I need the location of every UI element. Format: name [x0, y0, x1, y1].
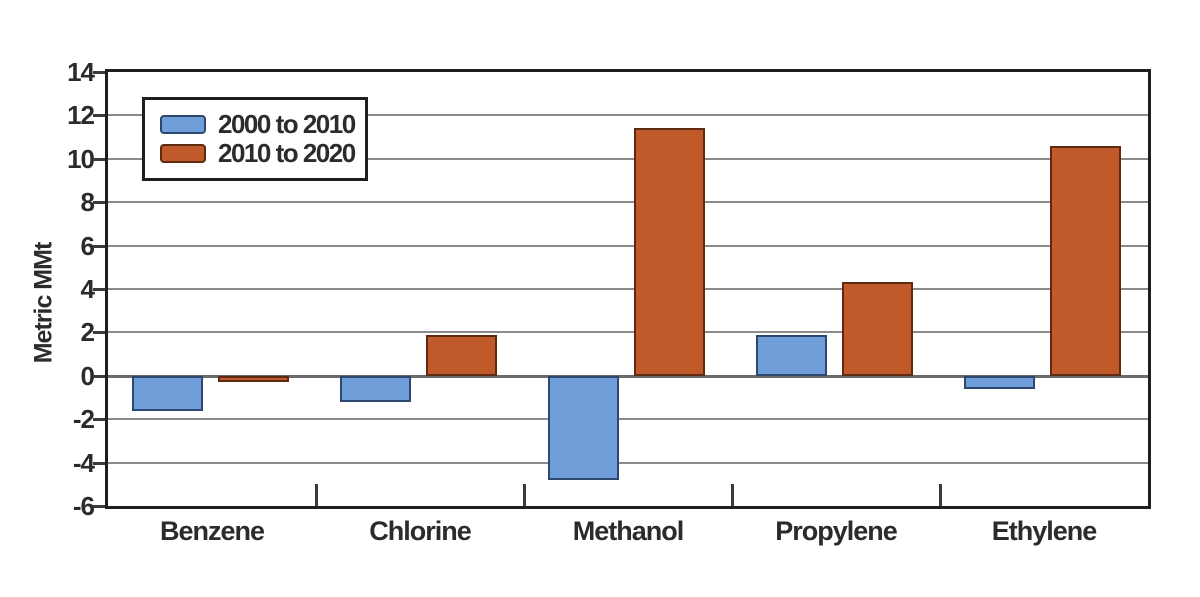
gridline	[108, 244, 1148, 247]
gridline	[108, 331, 1148, 334]
gridline	[108, 288, 1148, 290]
bar-benzene-2010-to-2020	[218, 375, 289, 383]
x-tick-mark	[314, 484, 318, 506]
legend: 2000 to 2010 2010 to 2020	[142, 97, 368, 181]
y-tick-label: 12	[67, 100, 95, 131]
y-tick-label: 6	[80, 230, 95, 261]
y-tick-label: -4	[72, 447, 95, 478]
bar-methanol-2010-to-2020	[634, 128, 705, 376]
zero-gridline	[108, 374, 1148, 378]
x-category-label-benzene: Benzene	[159, 516, 265, 546]
gridline	[108, 114, 1148, 117]
y-tick-mark	[93, 71, 108, 74]
bar-methanol-2000-to-2010	[548, 375, 619, 480]
y-tick-mark	[93, 331, 108, 335]
bar-ethylene-2010-to-2020	[1050, 145, 1121, 376]
x-tick-mark	[522, 484, 526, 506]
bar-benzene-2000-to-2010	[132, 375, 203, 411]
plot-area: 2000 to 2010 2010 to 2020	[105, 69, 1151, 509]
x-category-label-chlorine: Chlorine	[369, 516, 472, 546]
y-tick-mark	[93, 244, 108, 248]
legend-label: 2000 to 2010	[218, 109, 356, 139]
x-tick-mark	[938, 484, 942, 506]
y-tick-mark	[93, 461, 108, 465]
y-tick-mark	[93, 374, 108, 378]
y-tick-label: 10	[67, 143, 95, 174]
y-tick-label: 4	[80, 274, 95, 304]
y-tick-mark	[93, 157, 108, 161]
y-tick-label: 8	[80, 187, 95, 218]
x-category-label-propylene: Propylene	[775, 516, 898, 546]
gridline	[108, 461, 1148, 464]
legend-swatch-2000-to-2010	[160, 115, 206, 134]
y-tick-label: -6	[72, 491, 95, 521]
legend-item: 2000 to 2010	[160, 111, 359, 138]
gridline	[108, 157, 1148, 160]
y-tick-mark	[93, 114, 108, 118]
legend-label: 2010 to 2020	[218, 138, 356, 168]
y-tick-mark	[93, 288, 108, 291]
y-tick-mark	[93, 201, 108, 205]
legend-swatch-2010-to-2020	[160, 144, 206, 163]
gridline	[108, 201, 1148, 204]
legend-item: 2010 to 2020	[160, 140, 359, 167]
y-tick-label: 2	[80, 317, 95, 348]
bar-propylene-2000-to-2010	[756, 334, 827, 376]
x-tick-mark	[730, 484, 734, 506]
bar-chlorine-2010-to-2020	[426, 334, 497, 376]
y-tick-mark	[93, 418, 108, 422]
gridline	[108, 418, 1148, 421]
y-tick-label: 14	[67, 57, 95, 87]
y-tick-label: 0	[80, 360, 95, 391]
bar-chlorine-2000-to-2010	[340, 375, 411, 402]
x-category-label-methanol: Methanol	[572, 516, 685, 546]
bar-ethylene-2000-to-2010	[964, 375, 1035, 389]
bar-propylene-2010-to-2020	[842, 282, 913, 376]
y-tick-label: -2	[72, 404, 95, 435]
x-category-label-ethylene: Ethylene	[991, 516, 1098, 546]
y-tick-mark	[93, 505, 108, 508]
